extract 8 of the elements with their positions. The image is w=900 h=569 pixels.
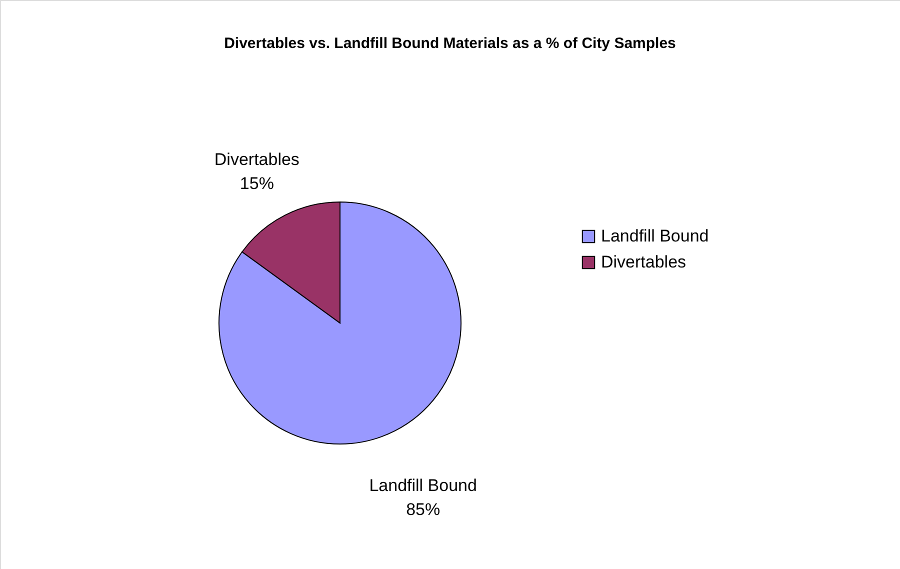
legend-label: Divertables xyxy=(601,252,686,272)
slice-label: Landfill Bound xyxy=(369,476,477,496)
pie-slice xyxy=(218,202,462,444)
slice-label: Divertables xyxy=(214,150,300,169)
legend-label: Landfill Bound xyxy=(601,226,709,246)
data-label: 85% xyxy=(406,500,440,520)
chart-title: Divertables vs. Landfill Bound Materials as a % of City Samples xyxy=(224,35,676,52)
data-label: 15% xyxy=(240,174,274,193)
